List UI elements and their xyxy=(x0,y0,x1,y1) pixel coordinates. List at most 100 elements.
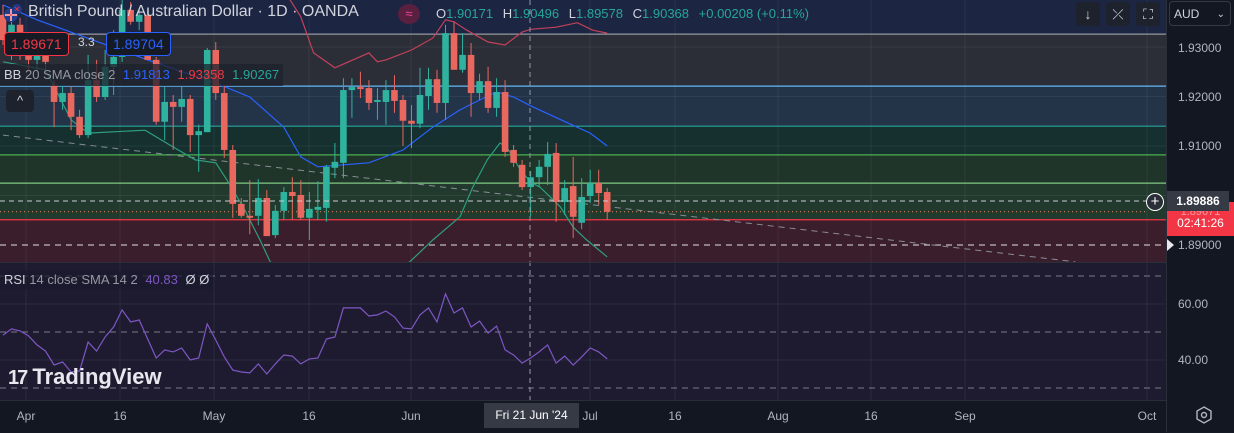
time-label: 16 xyxy=(113,409,127,423)
candle-body xyxy=(450,33,458,70)
candle-body xyxy=(467,54,475,94)
time-label: 16 xyxy=(864,409,878,423)
indicator-toggle-icon[interactable]: ≈ xyxy=(398,4,420,24)
price-zone xyxy=(0,126,1166,155)
tradingview-logo[interactable]: 17 TradingView xyxy=(8,364,162,389)
candle-body xyxy=(484,81,492,108)
candle-body xyxy=(357,87,364,90)
price-label: 1.93000 xyxy=(1178,41,1222,55)
scroll-down-button[interactable]: ↓ xyxy=(1076,2,1100,26)
candle-body xyxy=(220,93,228,150)
candle-body xyxy=(569,186,577,217)
fullscreen-button[interactable]: ⛶ xyxy=(1136,2,1160,26)
rsi-line xyxy=(2,292,608,375)
candle-body xyxy=(127,9,134,22)
bb-upper-value: 1.93358 xyxy=(177,67,225,82)
add-plus-icon[interactable]: + xyxy=(1146,193,1164,211)
candle-body xyxy=(76,116,83,136)
candle-body xyxy=(306,208,313,218)
open-value: 1.90171 xyxy=(446,6,494,21)
candle-body xyxy=(595,183,602,194)
candle-body xyxy=(186,98,194,136)
candle-body xyxy=(272,210,279,236)
change-value: +0.00208 (+0.11%) xyxy=(698,6,809,21)
watermark-text: TradingView xyxy=(32,364,162,389)
time-label: 16 xyxy=(668,409,682,423)
candle-body xyxy=(323,166,330,208)
candle-body xyxy=(374,99,381,102)
candle-body xyxy=(229,149,237,204)
candle-body xyxy=(152,59,160,122)
bb-upper-line xyxy=(289,0,608,69)
candle-body xyxy=(331,161,339,168)
alert-marker-icon[interactable] xyxy=(1167,239,1175,251)
candle-body xyxy=(255,197,262,216)
rsi-legend[interactable]: RSI 14 close SMA 14 2 40.83 Ø Ø xyxy=(0,270,214,290)
candle-body xyxy=(365,88,373,103)
time-label: Sep xyxy=(954,409,976,423)
high-value: 1.90496 xyxy=(512,6,560,21)
low-value: 1.89578 xyxy=(576,6,623,21)
candle-body xyxy=(442,33,449,103)
sell-button[interactable]: 1.89671 xyxy=(4,32,69,56)
candle-body xyxy=(510,149,517,163)
candle-body xyxy=(433,79,441,103)
flag-icon xyxy=(4,4,22,22)
top-zone xyxy=(0,0,1166,34)
symbol-title[interactable]: British Pound / Australian Dollar · 1D ·… xyxy=(28,3,359,20)
candle-body xyxy=(348,87,356,91)
candle-body xyxy=(110,56,117,67)
candle-body xyxy=(586,183,594,196)
candle-body xyxy=(195,131,203,136)
collapse-pane-button[interactable]: ⤫ xyxy=(1106,2,1130,26)
bb-legend[interactable]: BB 20 SMA close 2 1.91813 1.93358 1.9026… xyxy=(0,64,284,86)
time-label: Apr xyxy=(16,409,36,423)
candle-body xyxy=(169,101,177,107)
candle-body xyxy=(425,79,432,97)
price-zone xyxy=(0,219,1166,262)
candle-body xyxy=(84,80,92,136)
current-price-value: 1.89671 xyxy=(1180,206,1221,216)
close-label: C xyxy=(632,6,643,21)
crosshair-date-label: Fri 21 Jun '24 xyxy=(484,403,579,428)
time-label: Aug xyxy=(767,409,789,423)
bb-lower-value: 1.90267 xyxy=(232,67,280,82)
collapse-legend-button[interactable]: ^ xyxy=(6,90,34,112)
candle-body xyxy=(314,206,322,210)
settings-icon[interactable] xyxy=(1194,405,1214,425)
rsi-params: 14 close SMA 14 2 xyxy=(29,272,138,287)
crosshair-price-label: 1.89886 xyxy=(1167,191,1229,211)
ohlc-readout: O1.90171 H1.90496 L1.89578 C1.90368 +0.0… xyxy=(436,6,809,21)
price-zone xyxy=(0,86,1166,127)
buy-button[interactable]: 1.89704 xyxy=(106,32,171,56)
candle-body xyxy=(263,197,271,237)
candle-body xyxy=(135,14,143,22)
currency-label: AUD xyxy=(1174,7,1200,21)
close-value: 1.90368 xyxy=(642,6,690,21)
candle-body xyxy=(391,90,398,101)
time-axis[interactable] xyxy=(0,400,1166,433)
spread-value: 3.3 xyxy=(78,35,95,49)
candle-body xyxy=(476,81,483,94)
rsi-label: 40.00 xyxy=(1178,353,1209,367)
candle-body xyxy=(382,90,390,102)
candle-body xyxy=(408,120,415,124)
time-label: Jul xyxy=(582,409,598,423)
candle-body xyxy=(416,95,424,124)
candle-body xyxy=(0,14,7,41)
trend-line xyxy=(2,134,1076,263)
time-label: 16 xyxy=(302,409,316,423)
candle-body xyxy=(93,80,100,97)
bb-params: 20 SMA close 2 xyxy=(24,67,116,82)
candle-body xyxy=(501,92,509,152)
time-label: May xyxy=(202,409,226,423)
bar-countdown: 02:41:26 xyxy=(1177,216,1224,230)
chart-canvas[interactable] xyxy=(0,0,1166,400)
candle-body xyxy=(399,99,407,121)
price-label: 1.92000 xyxy=(1178,90,1222,104)
bb-basis-value: 1.91813 xyxy=(122,67,170,82)
price-label: 1.89000 xyxy=(1178,238,1222,252)
currency-dropdown[interactable]: AUD ⌄ xyxy=(1169,1,1231,26)
candle-body xyxy=(552,152,560,202)
candle-body xyxy=(561,188,568,202)
